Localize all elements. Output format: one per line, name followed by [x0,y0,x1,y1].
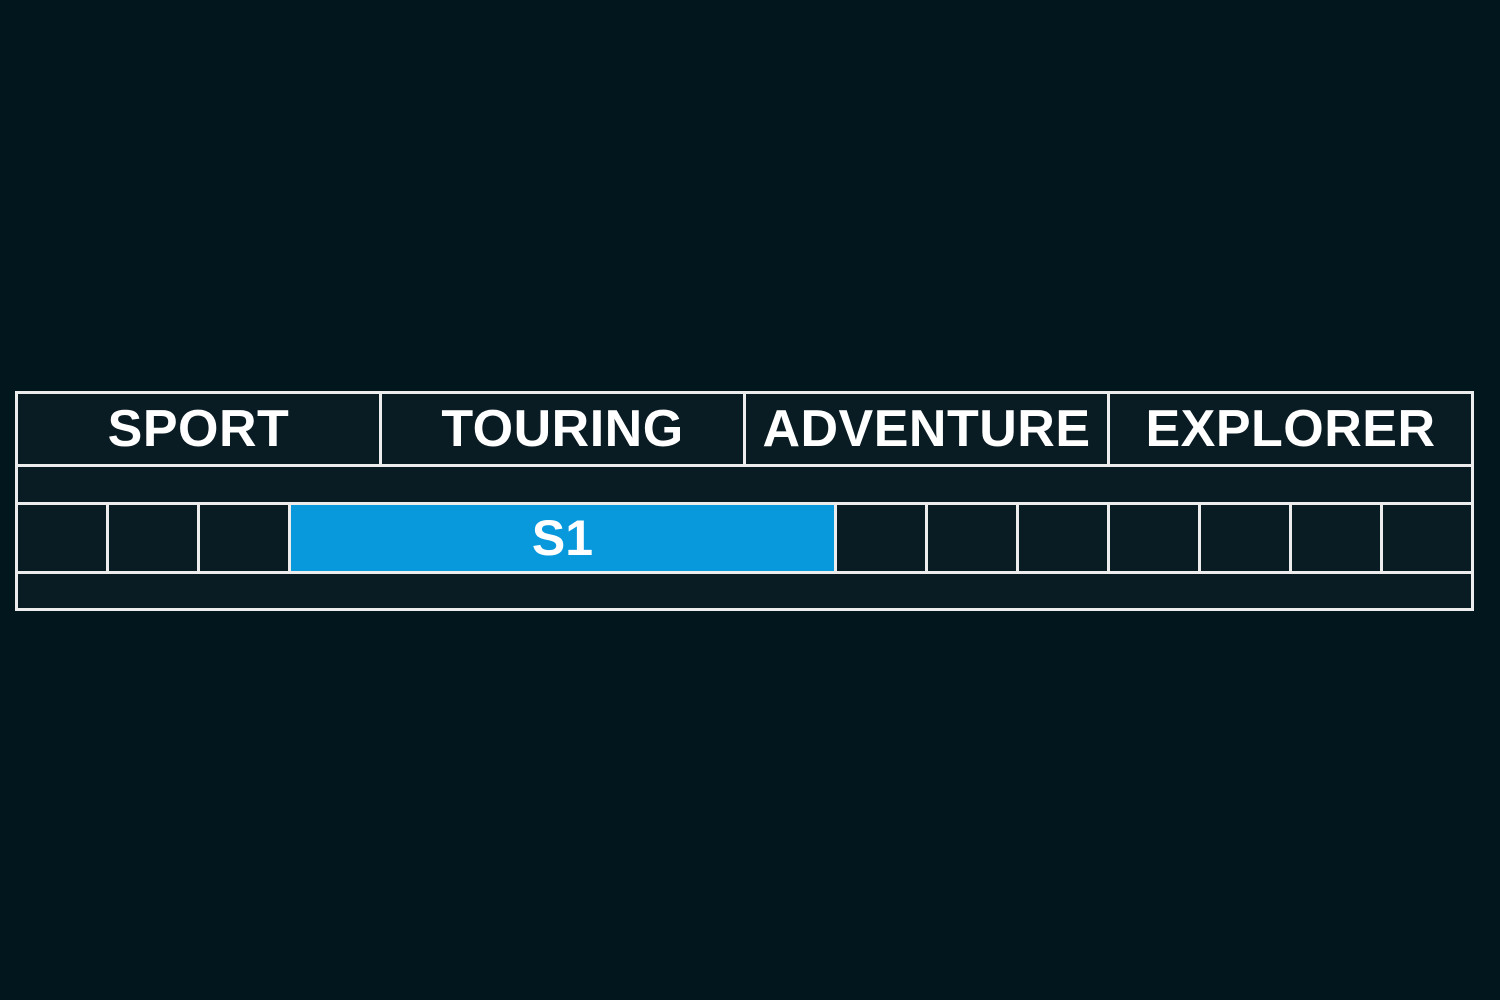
segment-cell [1383,505,1471,571]
s1-range-bar-label: S1 [531,510,594,566]
category-header-explorer: EXPLORER [1110,394,1471,464]
category-header-row: SPORT TOURING ADVENTURE EXPLORER [18,394,1471,464]
category-header-sport: SPORT [18,394,379,464]
category-header-touring: TOURING [382,394,743,464]
segment-cell [1201,505,1289,571]
segment-cell [1019,505,1107,571]
s1-range-bar: S1 [291,505,834,571]
category-label-explorer: EXPLORER [1145,400,1436,458]
spacer-row-top [18,467,1471,502]
segment-cell [928,505,1016,571]
segment-cell [1292,505,1380,571]
segment-scale-row: S1 [18,505,1471,571]
segment-cell [200,505,288,571]
spacer-row-bottom [18,574,1471,608]
tyre-category-range-chart: SPORT TOURING ADVENTURE EXPLORER S1 [15,391,1474,611]
category-label-touring: TOURING [441,400,684,458]
category-label-sport: SPORT [107,400,290,458]
segment-cell [109,505,197,571]
category-header-adventure: ADVENTURE [746,394,1107,464]
category-label-adventure: ADVENTURE [762,400,1091,458]
segment-cell [1110,505,1198,571]
segment-cell [837,505,925,571]
segment-cell [18,505,106,571]
